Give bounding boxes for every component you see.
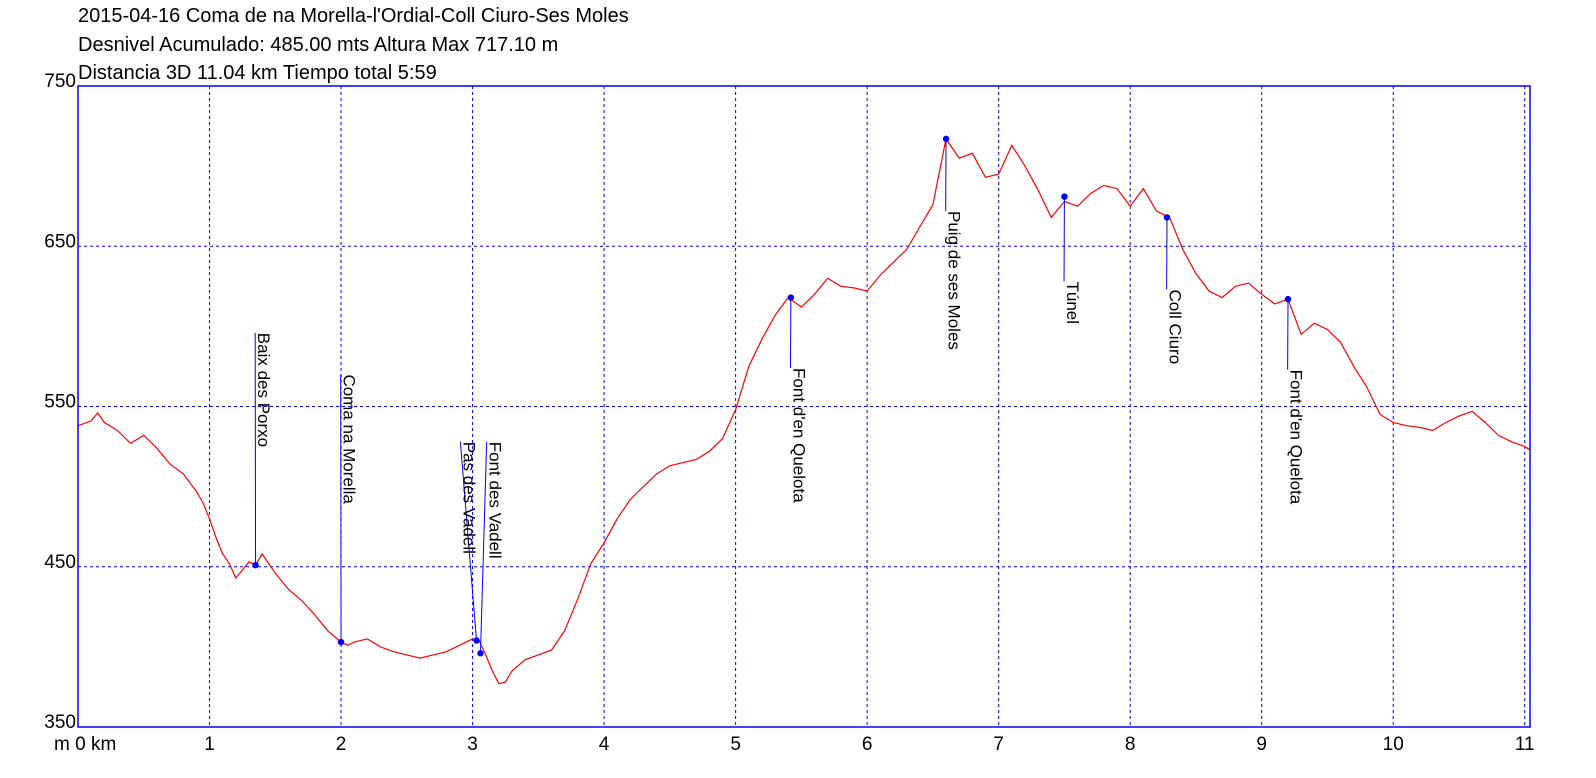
waypoint: Coll Ciuro	[1163, 214, 1185, 365]
x-tick-label: 1	[204, 734, 215, 755]
waypoint-label: Baix des Porxo	[254, 333, 273, 447]
x-tick-label: 6	[862, 734, 873, 755]
x-tick-label: m 0 km	[54, 734, 116, 755]
waypoint-label: Túnel	[1063, 282, 1082, 325]
x-tick-label: 3	[467, 734, 478, 755]
waypoint-dot	[1061, 193, 1068, 200]
waypoint: Pas des Vadell	[459, 441, 480, 644]
waypoint-leader-line	[479, 441, 488, 654]
waypoint-label: Coma na Morella	[340, 374, 359, 504]
y-tick-label: 550	[44, 392, 76, 413]
waypoint: Font d'en Quelota	[787, 294, 808, 503]
waypoint-label: Puig de ses Moles	[945, 211, 964, 350]
x-axis-ticks: m 0 km 1 2 3 4 5 6 7 8 9 10 11	[54, 734, 1535, 755]
elevation-profile-line	[77, 137, 1531, 685]
x-tick-label: 5	[730, 734, 741, 755]
waypoint-label: Pas des Vadell	[459, 442, 478, 554]
x-tick-label: 11	[1515, 734, 1535, 755]
waypoint-dot	[473, 637, 480, 644]
y-tick-label: 450	[44, 552, 76, 573]
waypoint: Font des Vadell	[477, 441, 505, 657]
x-tick-label: 4	[599, 734, 610, 755]
y-tick-label: 750	[44, 71, 76, 92]
x-tick-label: 9	[1256, 734, 1267, 755]
waypoint: Túnel	[1061, 193, 1082, 324]
y-axis-ticks: 750 650 550 450 350	[44, 71, 76, 733]
title-line-2: Desnivel Acumulado: 485.00 mts Altura Ma…	[78, 34, 558, 56]
waypoint-label: Font d'en Quelota	[789, 368, 808, 503]
waypoint-dot	[787, 294, 795, 301]
waypoint-dot	[942, 135, 950, 143]
waypoint: Baix des Porxo	[252, 332, 273, 569]
waypoint-leader-line	[459, 441, 478, 641]
y-tick-label: 650	[44, 231, 76, 252]
waypoint-dot	[1284, 295, 1292, 303]
y-tick-label: 350	[44, 712, 76, 733]
plot-frame	[77, 85, 1531, 728]
waypoint: Coma na Morella	[337, 374, 359, 646]
waypoint-dot	[477, 650, 484, 657]
x-tick-label: 10	[1383, 734, 1404, 755]
waypoint-dot	[1163, 214, 1171, 221]
waypoint-label: Font d'en Quelota	[1287, 370, 1306, 505]
waypoint-dot	[252, 561, 259, 569]
waypoint: Font d'en Quelota	[1284, 295, 1306, 505]
waypoint-dot	[337, 638, 345, 646]
waypoint: Puig de ses Moles	[942, 135, 964, 350]
title-line-3: Distancia 3D 11.04 km Tiempo total 5:59	[78, 62, 437, 84]
x-tick-label: 8	[1125, 734, 1136, 755]
title-line-1: 2015-04-16 Coma de na Morella-l'Ordial-C…	[78, 5, 629, 27]
x-tick-label: 2	[336, 734, 347, 755]
x-tick-label: 7	[993, 734, 1004, 755]
waypoint-label: Coll Ciuro	[1166, 290, 1185, 365]
waypoint-markers: Baix des Porxo Coma na Morella Pas des Vad…	[252, 135, 1306, 657]
waypoint-label: Font des Vadell	[486, 442, 505, 559]
